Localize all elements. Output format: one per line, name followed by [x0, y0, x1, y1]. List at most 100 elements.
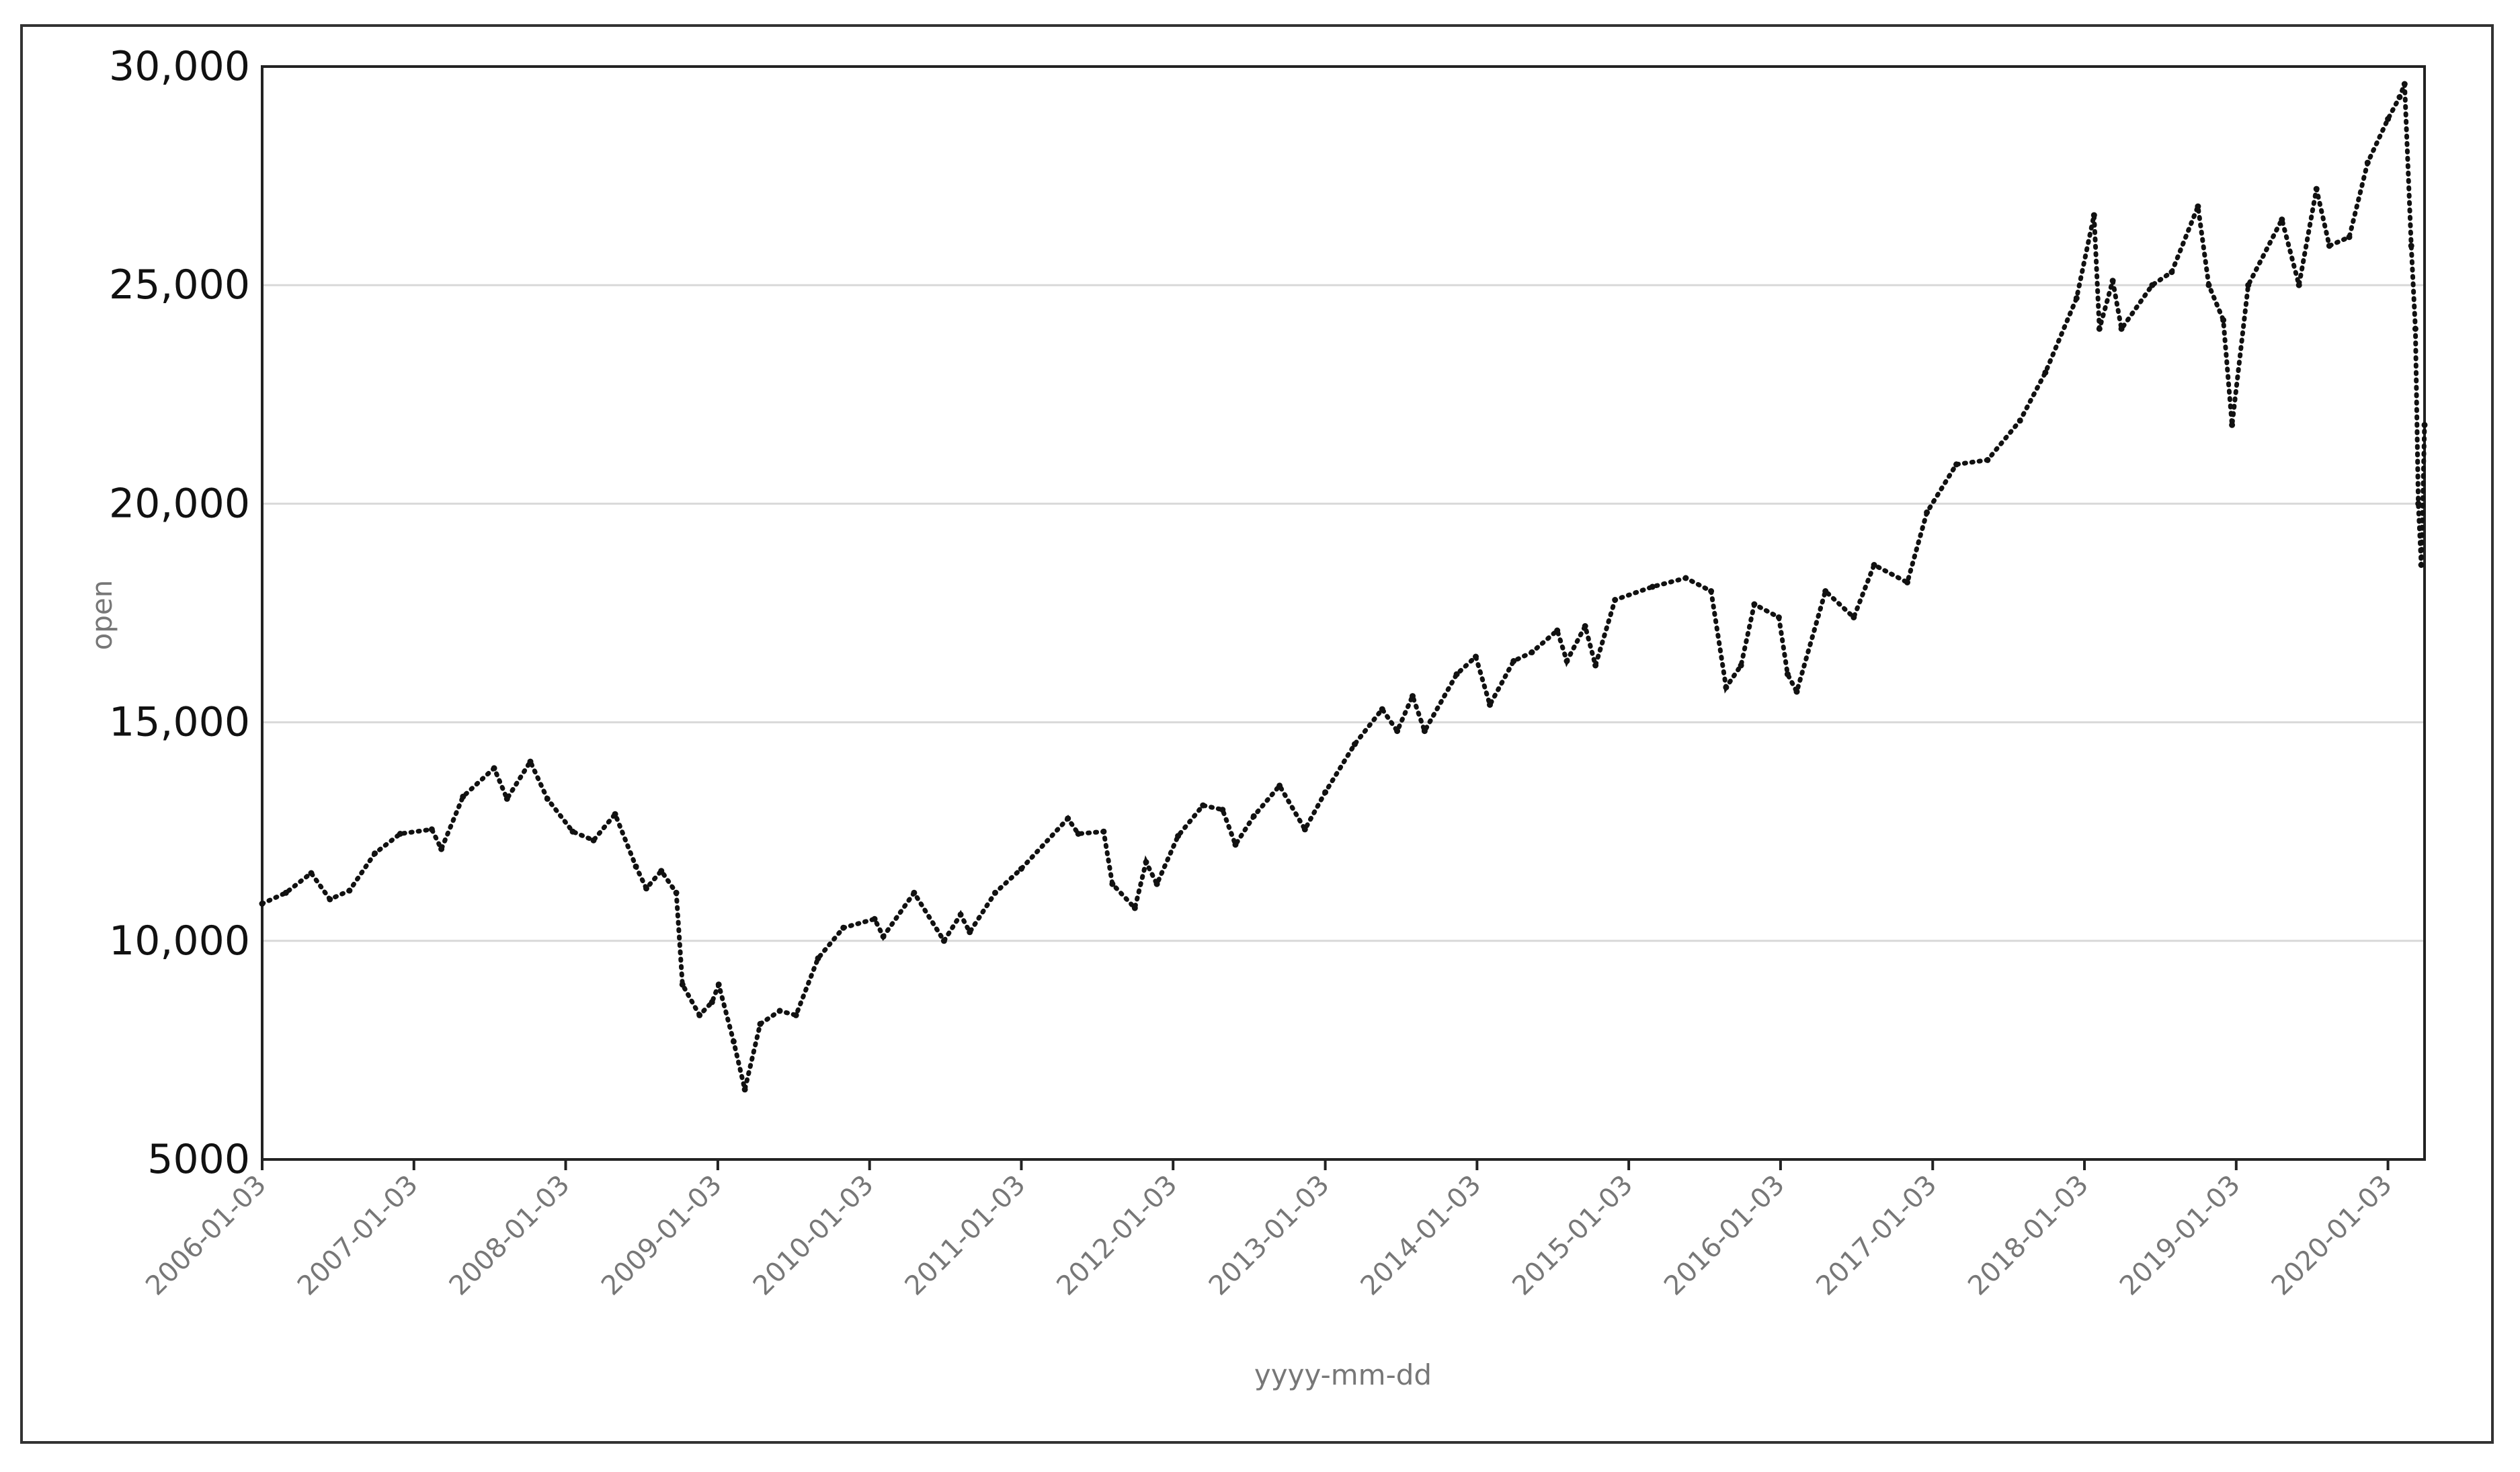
- data-point: [2326, 243, 2332, 249]
- x-tick-label: 2006-01-03: [140, 1170, 272, 1302]
- data-point: [1851, 614, 1857, 620]
- data-point: [1904, 579, 1910, 585]
- data-point: [2313, 186, 2320, 192]
- data-point: [911, 889, 918, 896]
- chart-frame: 5000 10,000 15,000 20,000 25,000 30,000 2006-…: [20, 24, 2494, 1444]
- data-point: [590, 837, 597, 844]
- data-point: [940, 938, 947, 944]
- data-point: [658, 868, 665, 874]
- data-point: [1682, 575, 1689, 581]
- data-point: [1379, 706, 1385, 712]
- data-point: [871, 915, 878, 922]
- gridlines: [262, 284, 2425, 942]
- data-point: [503, 795, 510, 802]
- series-line-open: [259, 83, 2427, 1090]
- data-point: [2109, 278, 2116, 284]
- x-tick-label: 2019-01-03: [2114, 1170, 2246, 1302]
- data-point: [1708, 588, 1715, 594]
- data-point: [2418, 562, 2425, 568]
- x-tick-label: 2020-01-03: [2266, 1170, 2398, 1302]
- data-point: [815, 955, 821, 962]
- data-point: [460, 793, 466, 800]
- data-point: [2090, 212, 2097, 218]
- data-point: [1109, 881, 1116, 887]
- data-point: [2195, 203, 2201, 210]
- y-tick-label: 10,000: [109, 917, 250, 965]
- data-point: [1738, 662, 1744, 669]
- data-point: [696, 1012, 703, 1018]
- data-point: [2364, 159, 2371, 166]
- y-axis-ticks: 5000 10,000 15,000 20,000 25,000 30,000: [109, 43, 250, 1183]
- data-point: [1143, 859, 1149, 866]
- x-tick-label: 2016-01-03: [1658, 1170, 1791, 1302]
- data-point: [840, 924, 847, 931]
- data-point: [1421, 728, 1428, 735]
- x-tick-label: 2009-01-03: [596, 1170, 728, 1302]
- data-point: [1276, 782, 1283, 789]
- x-axis-title: yyyy-mm-dd: [1254, 1358, 1432, 1391]
- data-point: [2415, 500, 2422, 507]
- data-point: [2205, 282, 2212, 288]
- data-point: [715, 981, 722, 988]
- x-tick-label: 2014-01-03: [1355, 1170, 1488, 1302]
- data-point: [708, 999, 715, 1006]
- data-point: [1131, 905, 1138, 911]
- data-point: [1322, 789, 1329, 796]
- data-point: [1953, 461, 1959, 468]
- data-point: [372, 850, 378, 857]
- data-point: [259, 901, 266, 907]
- data-point: [2149, 282, 2156, 288]
- data-point: [1563, 658, 1570, 664]
- data-point: [757, 1020, 764, 1027]
- data-point: [643, 885, 649, 892]
- x-tick-label: 2018-01-03: [1962, 1170, 2095, 1302]
- x-tick-label: 2013-01-03: [1203, 1170, 1336, 1302]
- x-tick-label: 2012-01-03: [1051, 1170, 1183, 1302]
- data-point: [428, 826, 435, 833]
- data-point: [2279, 216, 2285, 223]
- data-point: [2421, 421, 2428, 428]
- data-point: [880, 933, 887, 940]
- data-point: [2295, 282, 2302, 288]
- data-point: [992, 889, 998, 896]
- y-tick-label: 30,000: [109, 43, 250, 90]
- data-point: [1219, 807, 1226, 813]
- data-point: [2073, 295, 2080, 302]
- data-point: [1775, 614, 1782, 620]
- data-point: [1751, 601, 1758, 608]
- data-point: [967, 929, 973, 936]
- data-point: [2118, 325, 2125, 332]
- data-point: [1924, 509, 1930, 516]
- data-point: [2245, 282, 2252, 288]
- data-point: [792, 1012, 799, 1018]
- data-point: [438, 846, 445, 852]
- data-point: [527, 758, 534, 765]
- data-point: [730, 1038, 737, 1045]
- data-point: [1984, 456, 1991, 463]
- data-point: [2412, 325, 2419, 332]
- data-point: [1175, 833, 1182, 840]
- data-point: [741, 1086, 748, 1093]
- data-point: [1200, 802, 1207, 809]
- data-point: [2220, 317, 2227, 323]
- data-points: [259, 81, 2428, 1093]
- data-point: [1232, 842, 1239, 848]
- x-axis-ticks: 2006-01-03 2007-01-03 2008-01-03 2009-01-03…: [140, 1159, 2398, 1301]
- y-tick-label: 15,000: [109, 699, 250, 746]
- data-point: [1250, 813, 1257, 819]
- data-point: [2042, 369, 2049, 376]
- data-point: [1554, 627, 1561, 634]
- data-point: [1723, 684, 1730, 691]
- data-point: [633, 863, 639, 870]
- x-tick-label: 2017-01-03: [1810, 1170, 1943, 1302]
- data-point: [2396, 94, 2403, 100]
- data-point: [612, 811, 618, 817]
- data-point: [2346, 234, 2353, 241]
- data-point: [397, 831, 403, 837]
- data-point: [1075, 831, 1082, 837]
- x-tick-label: 2007-01-03: [292, 1170, 424, 1302]
- y-tick-label: 5000: [147, 1136, 250, 1183]
- data-point: [1065, 815, 1071, 822]
- data-point: [957, 911, 964, 918]
- y-tick-label: 25,000: [109, 261, 250, 309]
